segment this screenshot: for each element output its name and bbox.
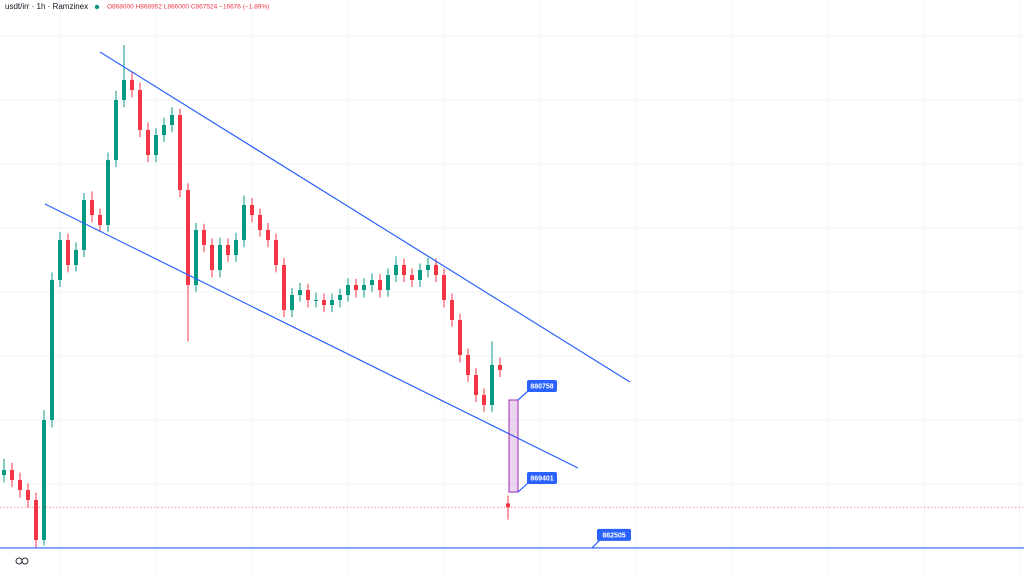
range-top-label: 880758 (530, 383, 553, 390)
ohlc-readout: O868000 H868952 L866000 C867524 −16676 (… (107, 4, 269, 11)
candle-body (362, 284, 366, 291)
logo-icon (15, 557, 29, 565)
range-bottom-label: 869401 (530, 475, 553, 482)
candle-body (130, 79, 134, 91)
candle-body (18, 479, 22, 491)
level-label: 862505 (602, 532, 625, 539)
candle-body (458, 320, 462, 356)
candle-body (82, 199, 86, 250)
candle-body (50, 279, 54, 421)
candle-body (58, 240, 62, 280)
candle-body (322, 299, 326, 306)
candle-body (242, 205, 246, 241)
candle-body (234, 240, 238, 256)
candle-body (74, 249, 78, 265)
candle-body (354, 284, 358, 291)
lower-trend-line[interactable] (44, 203, 579, 469)
candle-body (266, 229, 270, 241)
candle-body (202, 229, 206, 245)
candle-body (162, 125, 166, 135)
status-dot (94, 4, 100, 10)
candle-body (346, 284, 350, 295)
candle-body (42, 420, 46, 541)
candle-body (146, 129, 150, 156)
candle-body (122, 79, 126, 100)
candle-body (218, 244, 222, 271)
candle-body (402, 264, 406, 276)
candle-body (330, 299, 334, 306)
candle-body (338, 294, 342, 300)
candle-body (138, 90, 142, 130)
level-connector (591, 539, 601, 549)
range-top-connector (517, 390, 529, 401)
candle-body (434, 264, 438, 276)
candle-body (170, 114, 174, 126)
candle-body (66, 240, 70, 265)
level-label-box (597, 528, 631, 541)
price-range[interactable] (508, 399, 519, 493)
candle-body (282, 264, 286, 311)
candle-body (378, 279, 382, 291)
candle-body (226, 244, 230, 256)
candle-body (258, 214, 262, 230)
candle-body (250, 205, 254, 215)
candle-body (210, 244, 214, 271)
candle-body (98, 214, 102, 226)
candle-body (90, 199, 94, 215)
candles (0, 45, 1024, 548)
candle-body (370, 279, 374, 285)
candle-body (114, 99, 118, 161)
overlay: 880758 869401 862505 (0, 380, 1024, 549)
range-bottom-label-box (527, 472, 557, 485)
candle-body (474, 375, 478, 395)
range-top-label-box (527, 380, 557, 393)
candle-body (490, 364, 494, 406)
candle-body (386, 275, 390, 291)
candle-body (298, 290, 302, 295)
candle-body (290, 294, 294, 311)
upper-trend-line[interactable] (99, 51, 631, 383)
chart-title: usdt/irr · 1h · Ramzinex (5, 2, 88, 11)
candle-body (306, 290, 310, 300)
candle-body (314, 299, 318, 301)
candle-body (394, 264, 398, 276)
candle-body (178, 114, 182, 191)
candle-body (154, 134, 158, 156)
candle-body (410, 275, 414, 280)
candle-body (26, 490, 30, 500)
candle-body (106, 160, 110, 226)
candle-body (482, 394, 486, 406)
candle-body (274, 240, 278, 265)
candle-body (34, 499, 38, 541)
candle-body (418, 270, 422, 280)
candle-body (10, 470, 14, 480)
candle-body (466, 355, 470, 376)
candle-body (450, 299, 454, 321)
candle-body (442, 275, 446, 300)
range-bottom-connector (517, 482, 529, 493)
candle-body (506, 503, 510, 508)
candle-body (498, 364, 502, 371)
candle-body (426, 264, 430, 271)
candle-body (2, 470, 6, 476)
candle-body (194, 229, 198, 285)
candle-body (186, 190, 190, 285)
